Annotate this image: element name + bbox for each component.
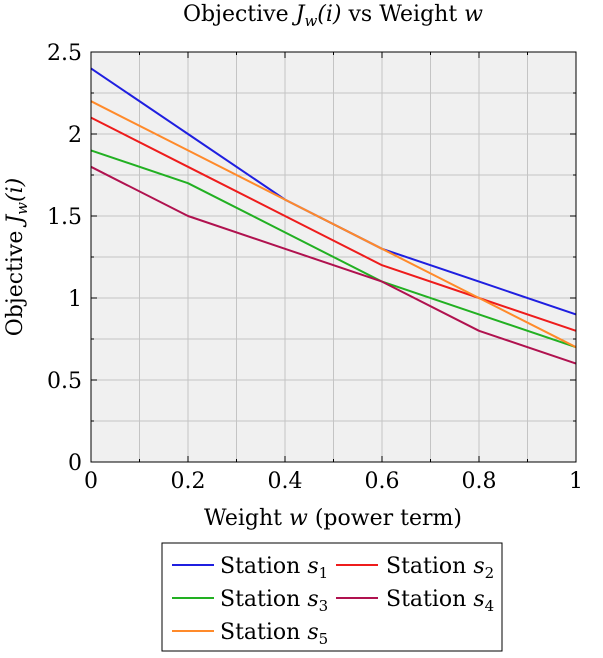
legend-label: Station s2 <box>386 554 494 582</box>
legend-item-s1: Station s1 <box>172 554 328 582</box>
x-axis-label: Weight w (power term) <box>204 506 462 531</box>
series-line-s2 <box>90 116 577 332</box>
legend: Station s1 Station s2 Station s3 Station s4… <box>161 542 503 652</box>
legend-item-s2: Station s2 <box>336 554 494 582</box>
legend-item-s4: Station s4 <box>336 587 494 615</box>
x-tick-label: 0.8 <box>462 469 497 494</box>
y-tick-label: 1 <box>68 287 82 312</box>
chart-title: Objective Jw(i) vs Weight w <box>183 2 483 30</box>
series-line-s4 <box>90 165 577 365</box>
y-axis-label: Objective Jw(i) <box>3 178 31 336</box>
x-tick-label: 0.6 <box>365 469 400 494</box>
y-tick-label: 1.5 <box>47 205 82 230</box>
x-tick-label: 0.4 <box>268 469 303 494</box>
y-tick-label: 0 <box>68 451 82 476</box>
series-line-s5 <box>90 100 577 349</box>
legend-item-s3: Station s3 <box>172 587 328 615</box>
legend-label: Station s1 <box>220 554 328 582</box>
tick-labels: 0 0.2 0.4 0.6 0.8 1 0 0.5 1 1.5 2 2.5 <box>47 41 583 494</box>
series-lines <box>90 67 577 365</box>
x-tick-label: 1 <box>569 469 583 494</box>
legend-label: Station s3 <box>220 587 328 615</box>
series-line-s3 <box>90 149 577 349</box>
legend-label: Station s4 <box>386 587 494 615</box>
x-tick-label: 0 <box>84 469 98 494</box>
ticks <box>90 51 577 463</box>
legend-item-s5: Station s5 <box>172 620 328 648</box>
y-tick-label: 0.5 <box>47 369 82 394</box>
legend-label: Station s5 <box>220 620 328 648</box>
y-tick-label: 2.5 <box>47 41 82 66</box>
legend-box <box>161 542 503 652</box>
y-tick-label: 2 <box>68 123 82 148</box>
x-tick-label: 0.2 <box>171 469 206 494</box>
